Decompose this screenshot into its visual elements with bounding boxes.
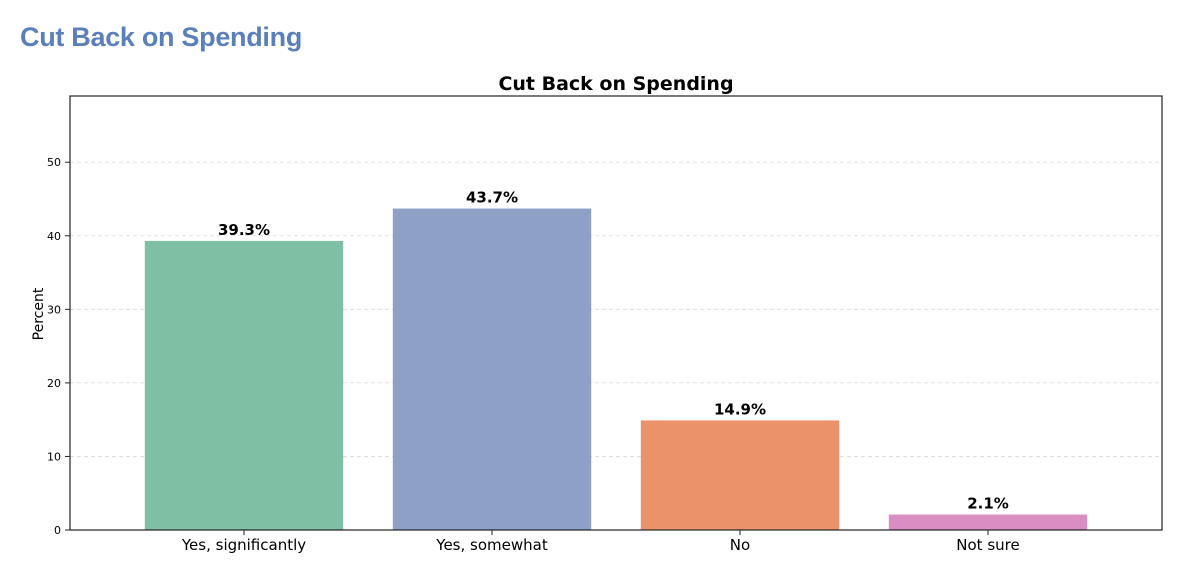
y-tick-label: 50 <box>47 156 61 169</box>
data-label: 2.1% <box>967 495 1009 513</box>
y-tick-label: 20 <box>47 377 61 390</box>
page-title: Cut Back on Spending <box>20 22 303 52</box>
y-axis: 0 10 20 30 40 50 <box>47 156 70 537</box>
x-axis: Yes, significantly Yes, somewhat No Not sur… <box>181 530 1020 554</box>
data-labels: 39.3% 43.7% 14.9% 2.1% <box>218 189 1009 513</box>
y-tick-label: 0 <box>54 524 61 537</box>
data-label: 39.3% <box>218 221 270 239</box>
data-label: 43.7% <box>466 189 518 207</box>
data-label: 14.9% <box>714 400 766 418</box>
y-tick-label: 10 <box>47 450 61 463</box>
y-tick-label: 30 <box>47 303 61 316</box>
chart-title: Cut Back on Spending <box>498 73 733 95</box>
plot-frame <box>69 95 1163 531</box>
y-tick-label: 40 <box>47 230 61 243</box>
bar <box>640 420 840 530</box>
x-tick-label: Not sure <box>956 536 1019 554</box>
x-tick-label: No <box>730 536 750 554</box>
x-tick-label: Yes, significantly <box>181 536 306 554</box>
y-axis-label: Percent <box>31 287 47 340</box>
bar <box>144 240 344 530</box>
bar <box>888 514 1088 530</box>
bar <box>392 208 592 530</box>
x-tick-label: Yes, somewhat <box>435 536 548 554</box>
bars <box>144 208 1088 530</box>
